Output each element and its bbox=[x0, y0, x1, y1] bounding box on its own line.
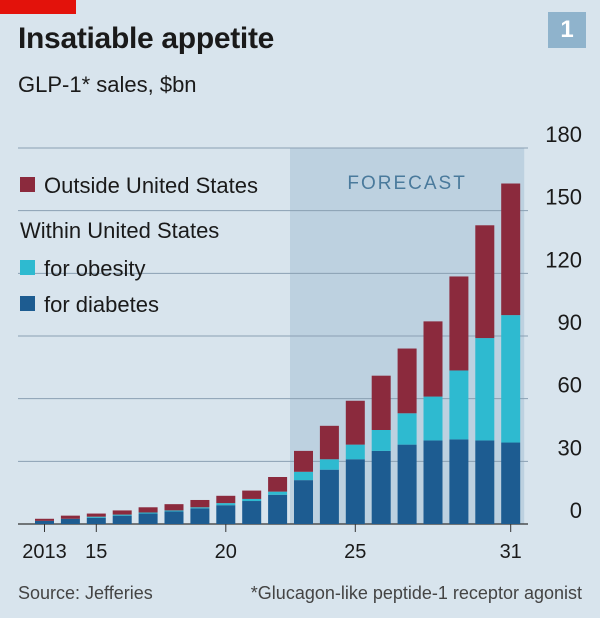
bar-segment-diabetes bbox=[138, 513, 158, 524]
bar-segment-outside-us bbox=[397, 348, 417, 414]
bar-segment-outside-us bbox=[501, 183, 521, 316]
bar-segment-diabetes bbox=[190, 508, 210, 524]
bar-segment-diabetes bbox=[501, 442, 521, 524]
y-tick-label: 180 bbox=[545, 122, 582, 147]
chart-subtitle: GLP-1* sales, $bn bbox=[18, 72, 197, 97]
bar-segment-obesity bbox=[475, 338, 495, 441]
y-tick-label: 30 bbox=[558, 435, 582, 460]
bar-segment-obesity bbox=[449, 370, 469, 440]
y-tick-label: 120 bbox=[545, 247, 582, 272]
bar-segment-outside-us bbox=[449, 276, 469, 371]
legend-group-heading: Within United States bbox=[20, 218, 219, 243]
bar-segment-obesity bbox=[190, 507, 210, 509]
bar-segment-diabetes bbox=[345, 459, 365, 524]
bar-segment-diabetes bbox=[216, 505, 236, 524]
bar-segment-outside-us bbox=[86, 513, 106, 517]
bar-segment-obesity bbox=[423, 396, 443, 441]
y-tick-label: 150 bbox=[545, 185, 582, 210]
bar-segment-outside-us bbox=[294, 450, 313, 472]
bar-segment-diabetes bbox=[423, 440, 443, 524]
legend-obesity-swatch bbox=[20, 260, 35, 275]
bar-segment-outside-us bbox=[60, 515, 80, 519]
bar-segment-diabetes bbox=[294, 480, 313, 524]
bar-segment-diabetes bbox=[60, 518, 80, 524]
bar-segment-outside-us bbox=[112, 510, 132, 515]
legend-diabetes-swatch bbox=[20, 296, 35, 311]
bar-segment-diabetes bbox=[164, 511, 184, 524]
bar-segment-outside-us bbox=[319, 425, 339, 460]
x-tick-label: 31 bbox=[500, 541, 522, 563]
bar-segment-obesity bbox=[268, 491, 288, 495]
brand-red-tag bbox=[0, 0, 76, 14]
legend-outside-us-swatch bbox=[20, 177, 35, 192]
bar-segment-obesity bbox=[345, 444, 365, 460]
bar-segment-obesity bbox=[294, 471, 313, 481]
bar-segment-diabetes bbox=[319, 469, 339, 524]
bar-segment-diabetes bbox=[449, 439, 469, 524]
bar-segment-obesity bbox=[138, 512, 158, 514]
legend: Outside United States Within United State… bbox=[20, 173, 258, 317]
bar-segment-outside-us bbox=[164, 504, 184, 511]
bar-segment-obesity bbox=[164, 510, 184, 512]
x-tick-label: 25 bbox=[344, 541, 366, 563]
bar-segment-diabetes bbox=[268, 494, 288, 524]
x-tick-label: 2013 bbox=[22, 541, 67, 563]
y-tick-label: 0 bbox=[570, 498, 582, 523]
bar-segment-obesity bbox=[216, 503, 236, 506]
bar-segment-obesity bbox=[397, 413, 417, 445]
x-tick-label: 20 bbox=[215, 541, 237, 563]
bar-segment-diabetes bbox=[397, 444, 417, 524]
bar-segment-obesity bbox=[86, 516, 106, 518]
bar-segment-outside-us bbox=[35, 518, 54, 521]
bar-segment-obesity bbox=[319, 459, 339, 470]
legend-obesity-label: for obesity bbox=[44, 256, 146, 281]
axis-layer: 0 30 60 90 120 150 180 2013 15 20 25 31 bbox=[22, 122, 582, 563]
footnote: *Glucagon-like peptide-1 receptor agonis… bbox=[250, 583, 582, 603]
bar-segment-diabetes bbox=[242, 501, 262, 524]
legend-outside-us-label: Outside United States bbox=[44, 173, 258, 198]
bar-segment-obesity bbox=[501, 315, 521, 443]
bar-segment-diabetes bbox=[35, 520, 54, 524]
bar-segment-diabetes bbox=[475, 440, 495, 524]
bar-segment-outside-us bbox=[138, 507, 158, 513]
chart-title: Insatiable appetite bbox=[18, 22, 275, 55]
bar-segment-outside-us bbox=[345, 400, 365, 445]
bar-segment-diabetes bbox=[371, 450, 391, 524]
bar-layer bbox=[35, 183, 521, 524]
bar-segment-diabetes bbox=[86, 517, 106, 524]
x-tick-label: 15 bbox=[85, 541, 107, 563]
legend-diabetes-label: for diabetes bbox=[44, 292, 159, 317]
bar-segment-outside-us bbox=[242, 490, 262, 499]
y-tick-label: 90 bbox=[558, 310, 582, 335]
source-note: Source: Jefferies bbox=[18, 583, 153, 603]
y-tick-label: 60 bbox=[558, 373, 582, 398]
bar-segment-outside-us bbox=[190, 499, 210, 508]
bar-segment-diabetes bbox=[112, 515, 132, 524]
bar-segment-outside-us bbox=[423, 321, 443, 397]
bar-segment-outside-us bbox=[216, 495, 236, 504]
bar-segment-obesity bbox=[242, 498, 262, 502]
bar-segment-outside-us bbox=[268, 477, 288, 492]
chart-number-badge: 1 bbox=[548, 12, 586, 48]
bar-segment-obesity bbox=[371, 430, 391, 451]
bar-segment-outside-us bbox=[475, 225, 495, 339]
bar-segment-obesity bbox=[112, 514, 132, 516]
forecast-label: FORECAST bbox=[347, 173, 466, 194]
bar-segment-outside-us bbox=[371, 375, 391, 430]
